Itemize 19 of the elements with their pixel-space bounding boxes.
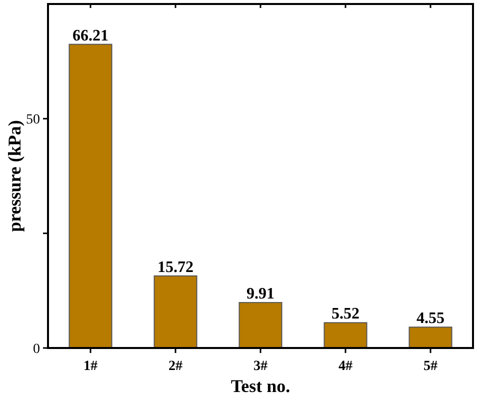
x-tick-label: 3# (254, 359, 268, 374)
x-axis-title: Test no. (230, 376, 290, 396)
x-tick-label: 5# (424, 359, 438, 374)
y-axis-title: pressure (kPa) (4, 120, 24, 232)
x-tick-label: 4# (338, 359, 352, 374)
data-label: 5.52 (332, 306, 360, 323)
data-label: 9.91 (246, 286, 274, 303)
data-label: 15.72 (158, 258, 194, 276)
y-tick-label: 0 (33, 342, 40, 357)
x-tick-label: 1# (84, 359, 98, 374)
x-tick-label: 2# (168, 359, 182, 374)
bar (154, 275, 198, 348)
y-tick-label: 50 (26, 112, 40, 128)
bar (408, 326, 452, 348)
bar (324, 322, 368, 348)
bar (68, 44, 112, 348)
data-label: 66.21 (72, 27, 108, 44)
bar (238, 302, 282, 348)
data-label: 4.55 (416, 310, 444, 328)
